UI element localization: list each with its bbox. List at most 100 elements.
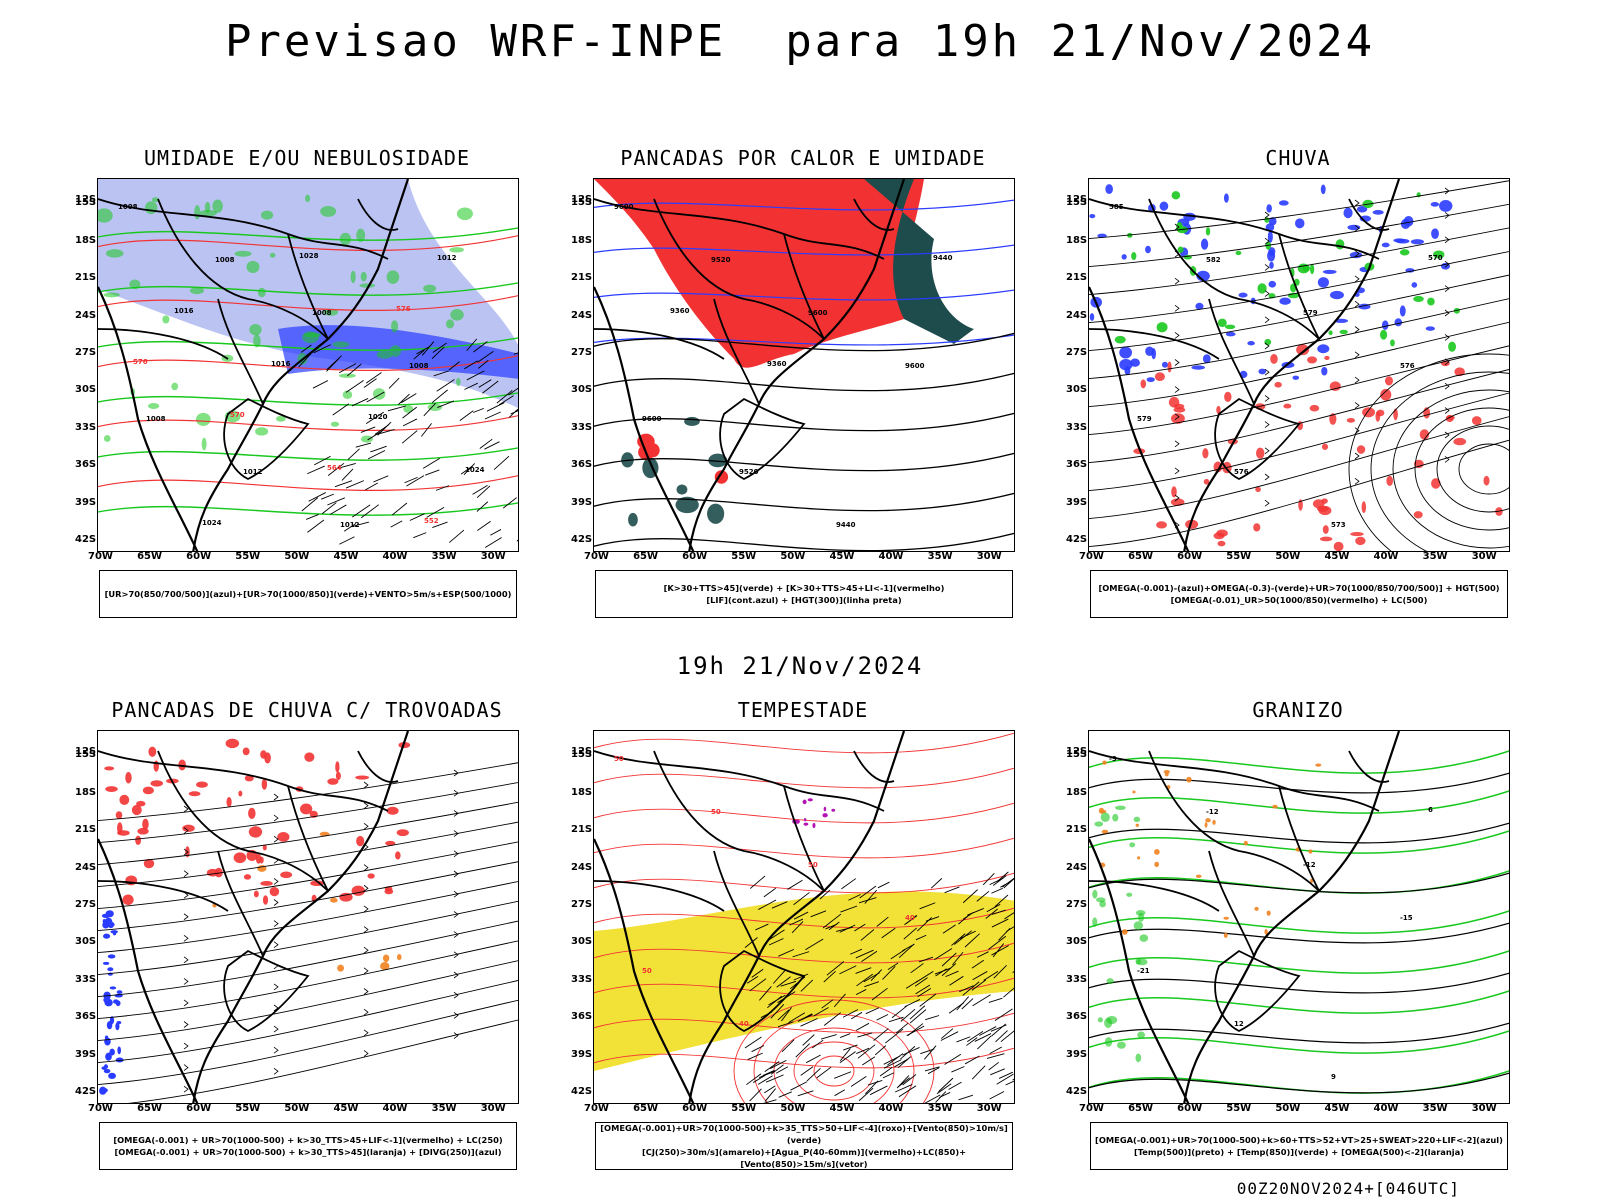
divergence-cell — [116, 990, 123, 994]
field-cell — [162, 315, 170, 324]
wind-vector — [902, 943, 915, 952]
wind-vector — [777, 1021, 794, 1028]
divergence-cell — [105, 1052, 112, 1061]
field-cell — [1154, 848, 1160, 855]
pressure-contour — [793, 1041, 875, 1101]
longitude-label: 50W — [1275, 1103, 1301, 1114]
flow-arrow — [273, 983, 279, 991]
field-cell — [803, 822, 809, 826]
wind-vector — [472, 484, 488, 495]
state-border — [713, 298, 760, 405]
field-cell — [1213, 532, 1225, 540]
wind-vector — [778, 1091, 792, 1098]
state-border — [223, 949, 310, 1033]
latitude-label: 36S — [1066, 1011, 1088, 1023]
wind-vector — [373, 475, 389, 483]
wind-vector — [365, 372, 382, 384]
contour-line — [594, 199, 1014, 211]
field-cell — [1274, 381, 1282, 388]
wind-vector — [861, 950, 878, 963]
field-cell — [1104, 1037, 1113, 1047]
contour-label: -15 — [1400, 914, 1413, 922]
field-cell — [1400, 218, 1411, 229]
state-border — [1208, 850, 1255, 957]
field-cell — [1343, 207, 1353, 219]
wind-vector — [435, 485, 450, 491]
contour-label: -9 — [1109, 755, 1117, 763]
field-cell — [1202, 354, 1211, 364]
field-cell — [125, 771, 132, 784]
wind-vector — [402, 418, 418, 427]
latitude-label: 18S — [1066, 234, 1088, 246]
wind-vector — [795, 1043, 810, 1058]
wind-vector — [413, 349, 425, 360]
flow-arrow — [1444, 285, 1450, 292]
wind-vector — [990, 1068, 1005, 1076]
field-cell — [1092, 889, 1098, 899]
longitude-label: 45W — [333, 1103, 359, 1114]
wind-vector — [920, 1048, 935, 1055]
field-cell — [1106, 1016, 1118, 1025]
field-cell — [1223, 916, 1229, 920]
wind-vector — [917, 988, 932, 998]
contour-line — [1089, 1072, 1509, 1094]
wind-vector — [404, 476, 418, 484]
coastline — [1089, 179, 1401, 551]
wind-vector — [964, 933, 980, 948]
divergence-cell — [101, 1066, 107, 1070]
state-border — [98, 880, 229, 912]
wind-vector — [478, 379, 492, 388]
panel-title: PANCADAS POR CALOR E UMIDADE — [620, 146, 986, 170]
wind-vector — [841, 878, 857, 890]
wind-vector — [925, 916, 940, 922]
wind-vector — [942, 924, 956, 934]
wind-vector — [767, 995, 783, 1009]
latitude-label: 42S — [1066, 1086, 1088, 1097]
field-cell — [150, 780, 163, 787]
field-cell — [1372, 210, 1384, 215]
wind-vector — [361, 504, 380, 519]
longitude-label: 55W — [1226, 551, 1252, 562]
field-cell — [396, 829, 409, 837]
flow-arrow — [363, 864, 369, 871]
wind-vector — [876, 1014, 889, 1021]
wind-vector — [839, 1033, 851, 1039]
contour-label: -12 — [1206, 808, 1219, 816]
field-cell — [212, 199, 223, 213]
latitude-label: 21S — [571, 824, 593, 836]
state-border — [1278, 785, 1320, 892]
field-cell — [1238, 292, 1248, 298]
divergence-cell — [115, 1000, 121, 1007]
wind-vector — [948, 1081, 962, 1090]
wind-vector — [762, 1069, 775, 1076]
flow-arrow — [453, 850, 459, 858]
divergence-cell — [104, 998, 113, 1007]
state-border — [287, 785, 329, 892]
field-cell — [1217, 318, 1227, 328]
field-cell — [305, 194, 311, 203]
wind-vector — [925, 1015, 940, 1021]
state-border — [594, 880, 725, 912]
wind-vector — [352, 504, 371, 518]
wind-vector — [339, 536, 355, 545]
field-cell — [142, 818, 149, 830]
wind-vector — [376, 428, 395, 435]
streamline — [98, 762, 518, 822]
contour-label: 1012 — [340, 521, 360, 529]
wind-vector — [370, 445, 387, 453]
wind-vector — [416, 345, 431, 355]
wind-vector — [314, 455, 331, 466]
latitude-label: 12S — [571, 194, 593, 205]
wind-vector — [780, 980, 797, 987]
wind-vector — [765, 1074, 784, 1083]
field-cell — [1335, 239, 1345, 250]
wind-vector — [759, 986, 772, 1001]
field-cell — [1135, 1053, 1142, 1063]
wind-vector — [367, 450, 386, 460]
map-legend: [UR>70(850/700/500)](azul)+[UR>70(1000/8… — [99, 570, 517, 618]
latitude-label: 15S — [571, 749, 593, 761]
field-cell — [280, 871, 293, 879]
contour-line — [594, 492, 1014, 512]
field-cell — [1356, 445, 1366, 454]
wind-vector — [934, 948, 953, 960]
